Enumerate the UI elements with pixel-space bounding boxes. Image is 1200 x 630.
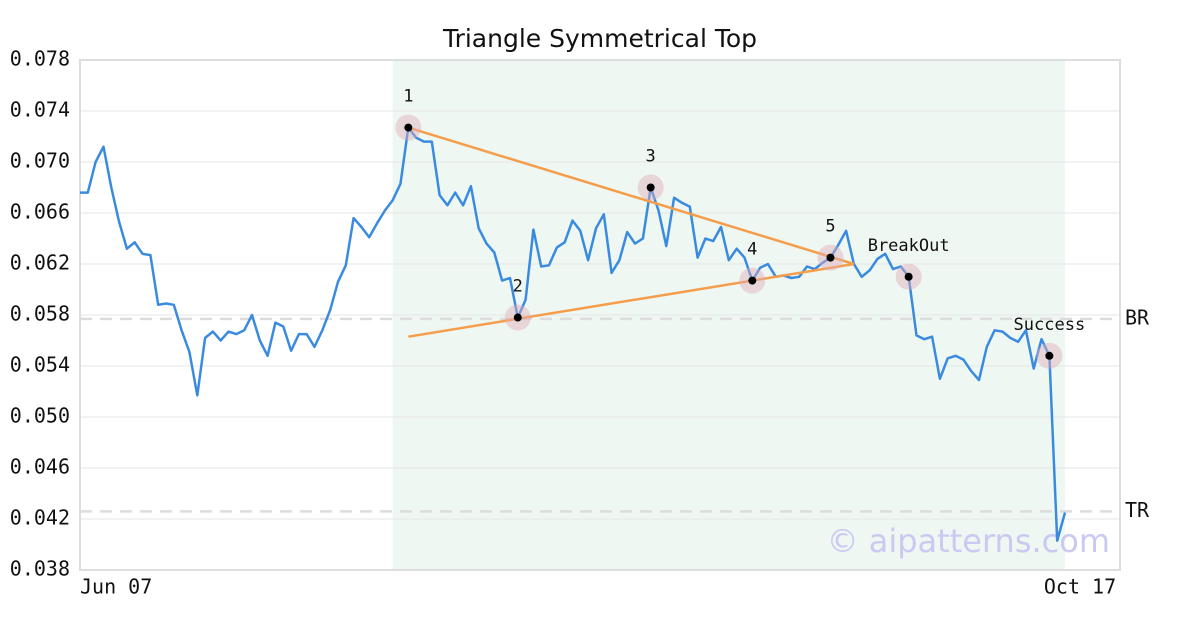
y-tick-label: 0.066 bbox=[10, 200, 70, 224]
y-tick-label: 0.054 bbox=[10, 353, 70, 377]
pivot-label: 3 bbox=[646, 147, 656, 167]
pivot-label: BreakOut bbox=[868, 236, 950, 256]
pivot-label: 1 bbox=[403, 87, 413, 107]
y-tick-label: 0.058 bbox=[10, 302, 70, 326]
trend-line bbox=[407, 126, 855, 266]
plot-frame bbox=[79, 59, 1121, 571]
price-line bbox=[80, 126, 1067, 542]
trend-line bbox=[408, 262, 855, 338]
x-tick-label: Oct 17 bbox=[1044, 575, 1116, 599]
watermark: © aipatterns.com bbox=[827, 522, 1110, 560]
pivot-point bbox=[1045, 351, 1054, 360]
y-tick-label: 0.074 bbox=[10, 98, 70, 122]
pivot-point bbox=[904, 272, 913, 281]
y-tick-label: 0.038 bbox=[10, 557, 70, 581]
pivot-point bbox=[826, 253, 835, 262]
y-tick-label: 0.042 bbox=[10, 506, 70, 530]
reference-label: TR bbox=[1125, 498, 1150, 522]
x-tick-label: Jun 07 bbox=[80, 575, 152, 599]
y-tick-label: 0.050 bbox=[10, 404, 70, 428]
y-tick-label: 0.078 bbox=[10, 47, 70, 71]
pivot-label: 2 bbox=[513, 277, 523, 297]
y-tick-label: 0.070 bbox=[10, 149, 70, 173]
pivot-point bbox=[646, 183, 655, 192]
pivot-point bbox=[404, 123, 413, 132]
pivot-point bbox=[748, 276, 757, 285]
pivot-label: Success bbox=[1014, 315, 1086, 335]
pivot-label: 5 bbox=[825, 217, 835, 237]
reference-label: BR bbox=[1125, 305, 1150, 329]
pivot-label: 4 bbox=[747, 240, 757, 260]
chart-title: Triangle Symmetrical Top bbox=[442, 24, 757, 53]
y-tick-label: 0.062 bbox=[10, 251, 70, 275]
pivot-point bbox=[513, 313, 522, 322]
y-tick-label: 0.046 bbox=[10, 455, 70, 479]
